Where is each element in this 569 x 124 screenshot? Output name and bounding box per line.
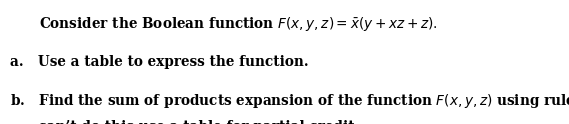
Text: can’t do this use a table for partial credit.: can’t do this use a table for partial cr… <box>10 120 360 124</box>
Text: Consider the Boolean function $F(x, y, z) = \bar{x}(y + xz + z).$: Consider the Boolean function $F(x, y, z… <box>39 15 437 33</box>
Text: a.   Use a table to express the function.: a. Use a table to express the function. <box>10 55 309 69</box>
Text: b.   Find the sum of products expansion of the function $F(x, y, z)$ using rules: b. Find the sum of products expansion of… <box>10 92 569 110</box>
